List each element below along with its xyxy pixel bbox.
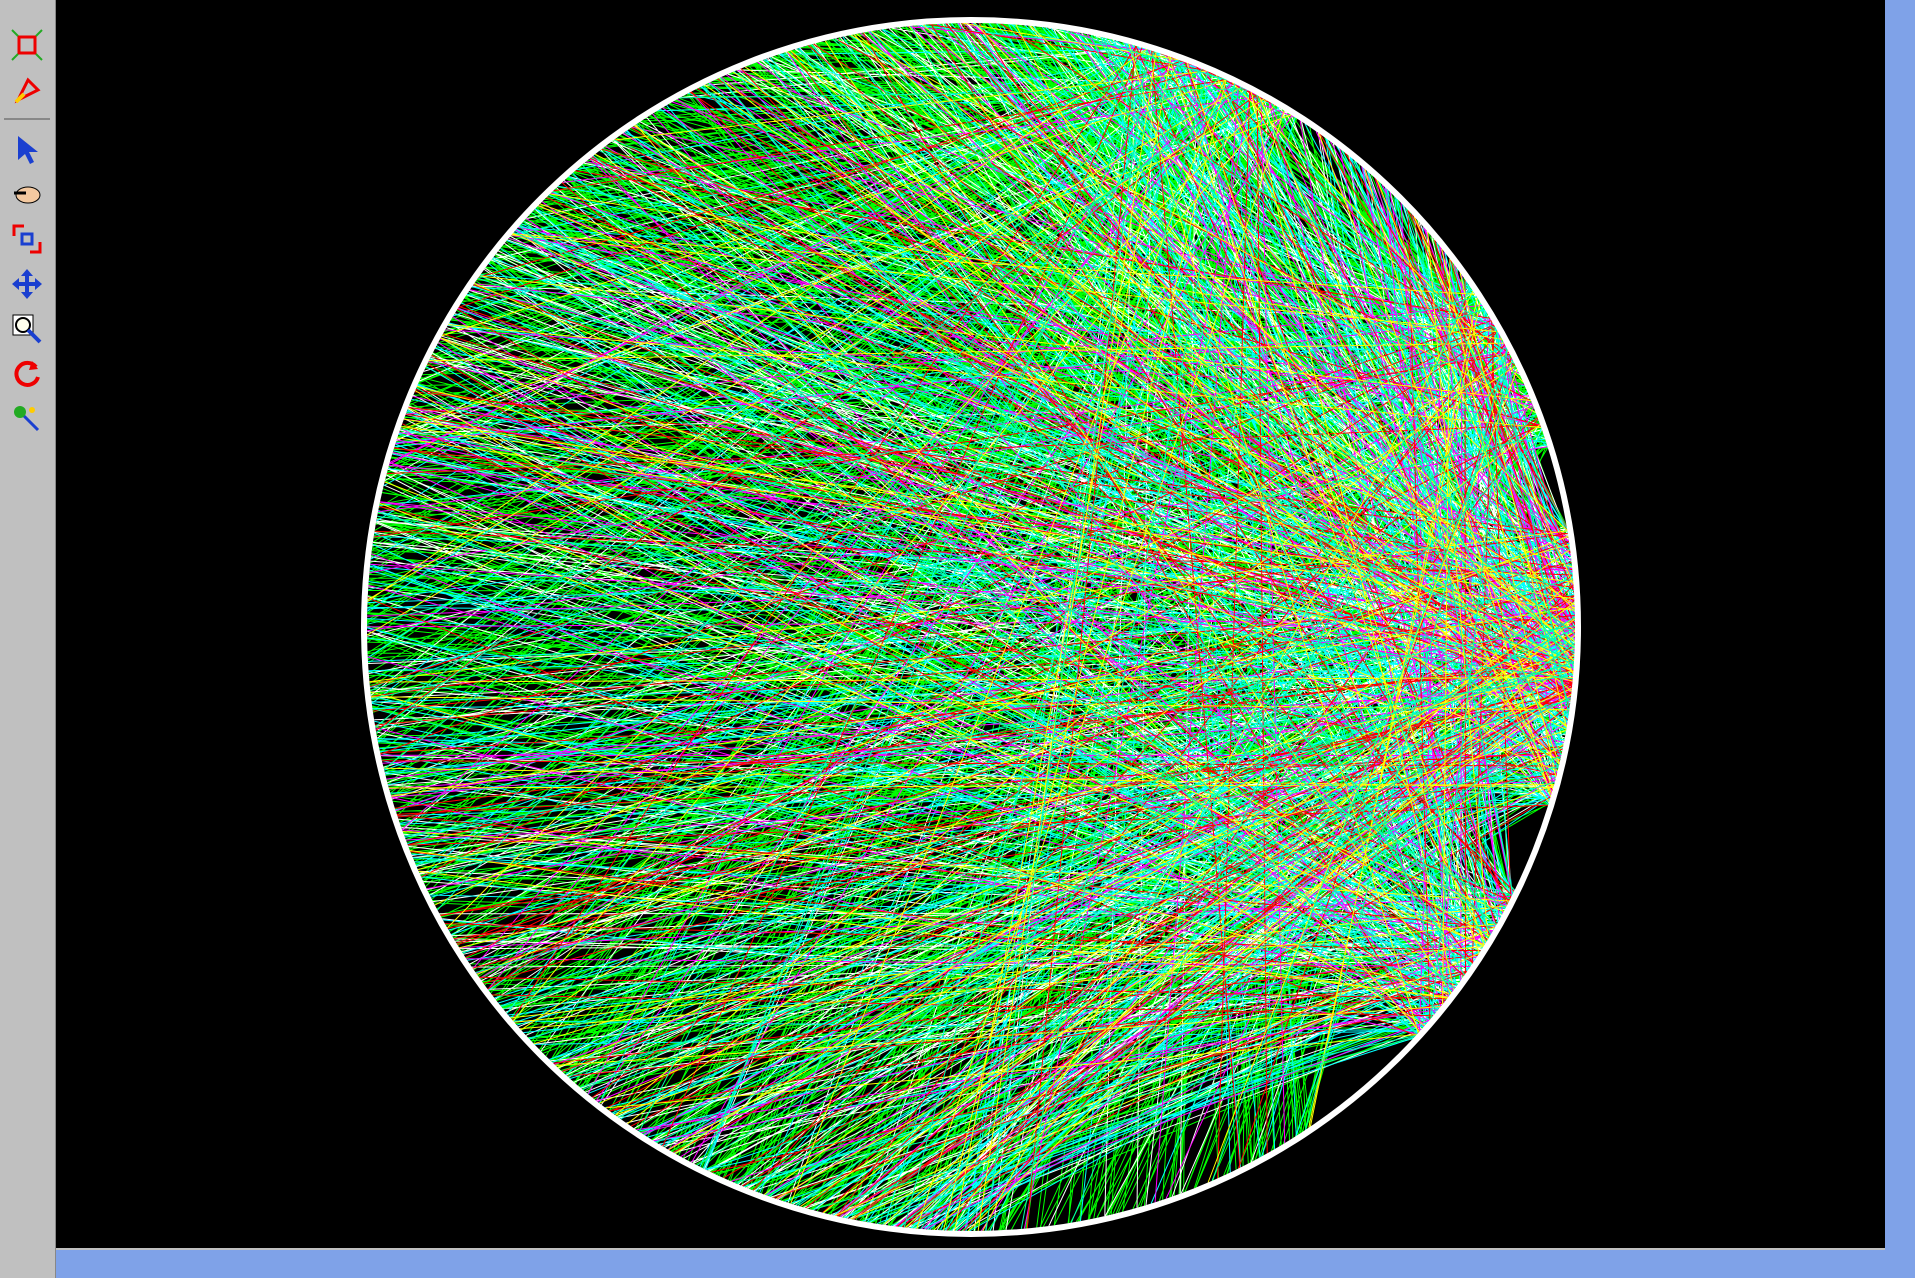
paint-tool[interactable]	[10, 72, 44, 106]
edge-bundle	[366, 22, 1576, 1231]
node-ring	[361, 17, 1581, 1237]
vertical-scrollbar[interactable]	[1885, 0, 1915, 1250]
zoom-tool[interactable]	[10, 312, 44, 346]
select-tool[interactable]	[10, 132, 44, 166]
horizontal-scrollbar[interactable]	[56, 1250, 1915, 1278]
edge-bundle	[366, 22, 1576, 1232]
zoom-rect-tool[interactable]	[10, 222, 44, 256]
separator	[4, 118, 50, 120]
move-tool[interactable]	[10, 267, 44, 301]
rotate-tool[interactable]	[10, 357, 44, 391]
edges	[366, 22, 1576, 1232]
magic-tool[interactable]	[10, 402, 44, 436]
edge-bundle	[366, 22, 1576, 1232]
toolbar	[0, 0, 56, 1278]
graph-canvas[interactable]	[56, 0, 1885, 1248]
fit-view-tool[interactable]	[10, 28, 44, 62]
hand-tool[interactable]	[10, 177, 44, 211]
